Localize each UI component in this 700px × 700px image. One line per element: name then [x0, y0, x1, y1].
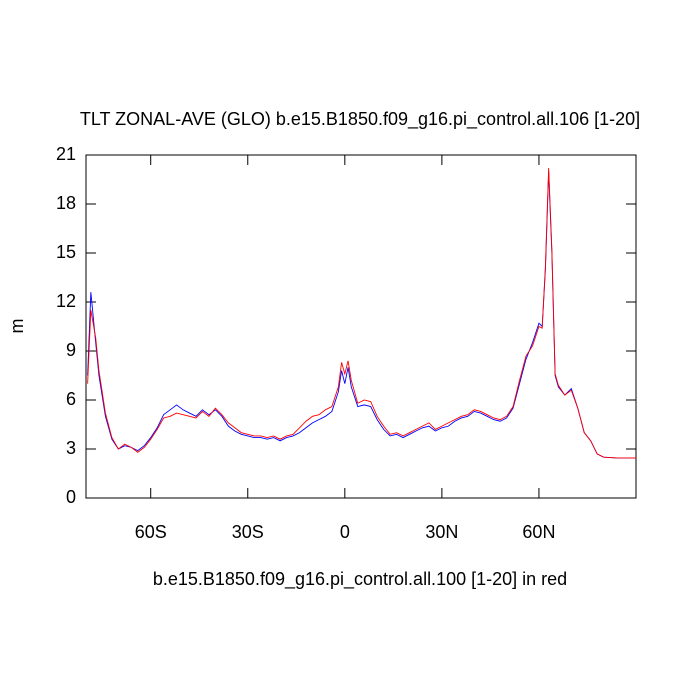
- data-line: [87, 171, 636, 459]
- y-tick-label: 18: [56, 193, 76, 213]
- x-tick-label: 30N: [425, 522, 458, 542]
- y-tick-label: 3: [66, 438, 76, 458]
- y-tick-label: 12: [56, 291, 76, 311]
- chart-title: TLT ZONAL-AVE (GLO) b.e15.B1850.f09_g16.…: [80, 109, 640, 130]
- x-tick-label: 30S: [232, 522, 264, 542]
- y-tick-label: 21: [56, 144, 76, 164]
- y-tick-label: 0: [66, 487, 76, 507]
- plot-frame: [85, 154, 637, 499]
- y-tick-label: 6: [66, 389, 76, 409]
- y-axis-label: m: [7, 319, 27, 334]
- y-tick-label: 9: [66, 340, 76, 360]
- x-axis-label: b.e15.B1850.f09_g16.pi_control.all.100 […: [153, 569, 567, 590]
- x-tick-label: 0: [340, 522, 350, 542]
- x-tick-label: 60N: [522, 522, 555, 542]
- x-tick-label: 60S: [135, 522, 167, 542]
- data-line: [87, 168, 636, 459]
- y-tick-label: 15: [56, 242, 76, 262]
